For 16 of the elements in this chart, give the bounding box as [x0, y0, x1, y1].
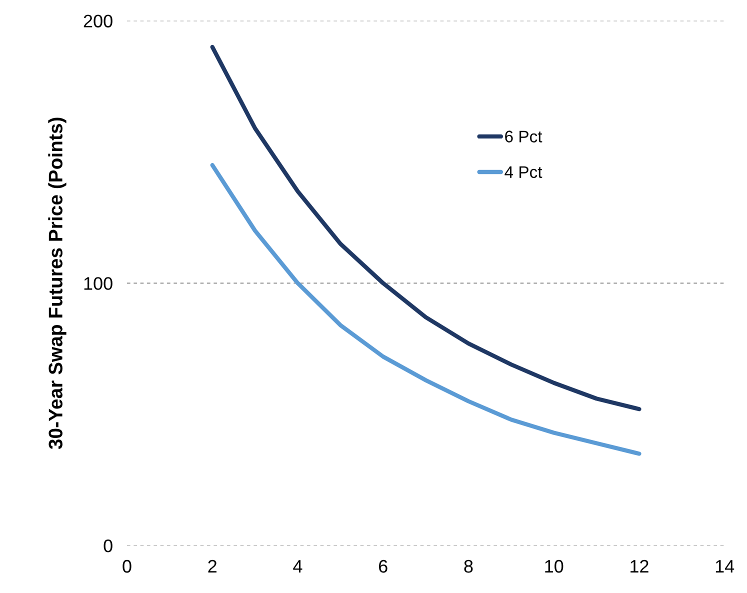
- x-tick-label: 4: [293, 560, 302, 573]
- x-tick-label: 14: [716, 560, 734, 573]
- y-axis-title: 30-Year Swap Futures Price (Points): [48, 118, 66, 450]
- line-series: [210, 44, 642, 412]
- legend-label: 6 Pct: [505, 130, 542, 142]
- x-tick-label: 10: [545, 560, 564, 573]
- line-series: [210, 162, 642, 456]
- x-tick-label: 6: [379, 560, 388, 573]
- legend-label: 4 Pct: [504, 166, 542, 178]
- x-tick-label: 12: [630, 560, 648, 573]
- y-tick-label: 100: [84, 277, 112, 290]
- x-tick-label: 2: [208, 560, 216, 573]
- x-tick-label: 8: [464, 560, 473, 573]
- x-tick-label: 0: [122, 560, 132, 573]
- y-tick-label: 0: [104, 539, 112, 552]
- y-tick-label: 200: [84, 14, 112, 28]
